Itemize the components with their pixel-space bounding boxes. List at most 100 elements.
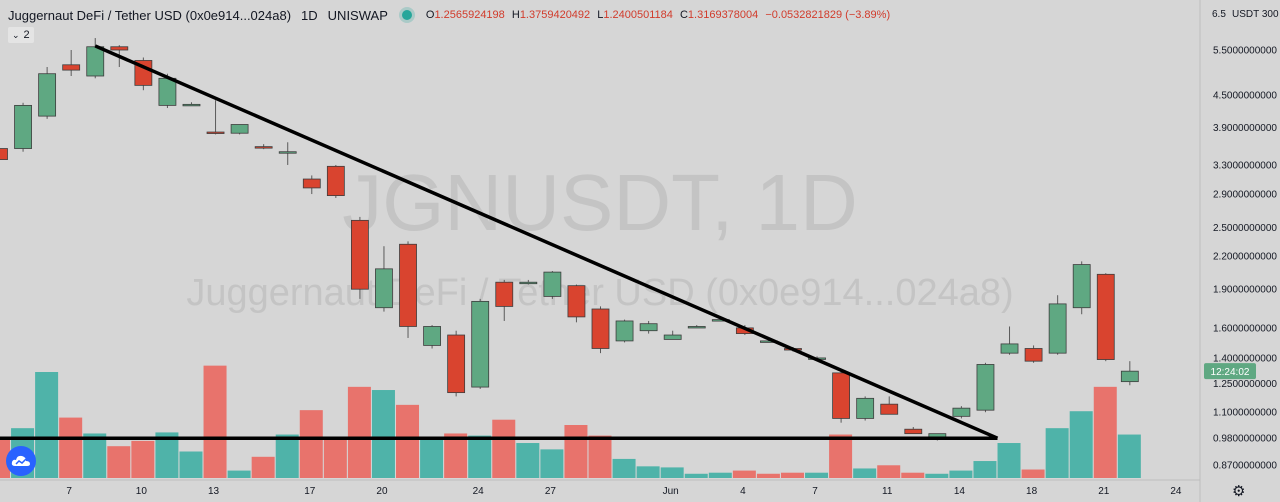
volume-bar: [131, 440, 155, 478]
candle: [423, 325, 441, 349]
price-tick-label: 1.4000000000: [1213, 353, 1277, 364]
candle-body: [904, 428, 923, 435]
candle-body: [278, 151, 297, 154]
current-price-timer: 12:24:02: [1211, 367, 1250, 378]
candle: [254, 144, 273, 150]
ohlc-readout: O1.2565924198 H1.3759420492 L1.240050118…: [425, 9, 891, 21]
tradingview-cloud-icon[interactable]: [6, 446, 36, 476]
candle: [471, 298, 490, 389]
candle-body: [1072, 264, 1091, 309]
candle: [1096, 273, 1115, 362]
volume-bar: [564, 425, 588, 478]
candle: [687, 325, 706, 329]
candle-body: [375, 268, 393, 309]
volume-bar: [492, 419, 516, 478]
candle-body: [423, 326, 441, 346]
candle: [639, 320, 658, 334]
volume-bar: [1069, 411, 1093, 478]
candle: [447, 330, 466, 397]
candle: [399, 241, 417, 338]
candle: [206, 100, 225, 135]
candle: [832, 371, 850, 423]
time-tick-label: 7: [66, 486, 72, 497]
volume-bar: [420, 437, 444, 478]
candle: [615, 319, 634, 343]
volume-bar: [612, 458, 636, 478]
candle-body: [856, 397, 875, 419]
candle-body: [14, 104, 32, 149]
candle-body: [62, 64, 81, 71]
volume-bar: [107, 446, 131, 478]
volume-bar: [0, 438, 10, 478]
volume-bar: [588, 435, 612, 478]
candle: [952, 406, 971, 419]
candle-body: [1048, 303, 1067, 354]
price-tick-label: 2.2000000000: [1213, 252, 1277, 263]
high-value: 1.3759420492: [519, 9, 591, 21]
time-tick-label: 20: [376, 486, 388, 497]
timeframe-label[interactable]: 1D: [301, 7, 318, 23]
candle-body: [447, 334, 466, 394]
candle-body: [663, 334, 682, 340]
candle: [663, 330, 682, 340]
candle-body: [687, 326, 706, 329]
candle: [38, 66, 57, 119]
watermark-ticker: JGNUSDT, 1D: [342, 158, 858, 247]
price-tick-label: 5.5000000000: [1213, 46, 1277, 57]
candle: [62, 50, 81, 76]
candle: [302, 175, 321, 195]
volume-bar: [35, 372, 59, 478]
volume-bar: [732, 470, 756, 478]
volume-bar: [636, 466, 660, 478]
volume-bar: [853, 468, 877, 478]
time-tick-label: 27: [545, 486, 557, 497]
time-tick-label: 11: [882, 486, 893, 497]
chevron-down-icon: ⌄: [12, 29, 20, 40]
candle: [567, 284, 586, 323]
candle: [976, 362, 995, 413]
volume-bar: [83, 433, 107, 478]
candle: [1000, 326, 1019, 355]
symbol-title[interactable]: Juggernaut DeFi / Tether USD (0x0e914...…: [8, 7, 292, 23]
gear-icon[interactable]: ⚙: [1232, 483, 1246, 500]
candle-body: [832, 372, 850, 419]
indicators-toggle[interactable]: ⌄ 2: [8, 27, 34, 43]
candle-body: [302, 178, 321, 189]
candle-body: [543, 271, 562, 297]
time-tick-label: Jun: [663, 486, 679, 497]
low-value: 1.2400501184: [603, 9, 673, 21]
candle-body: [86, 46, 105, 77]
volume-bar: [203, 365, 227, 478]
time-tick-label: 14: [954, 486, 966, 497]
volume-bar: [299, 410, 323, 478]
volume-bar: [877, 465, 901, 478]
candle-body: [639, 323, 658, 332]
volume-bar: [468, 435, 492, 478]
volume-bar: [59, 417, 83, 478]
currency-label: USDT 300: [1232, 9, 1279, 20]
volume-bar: [1093, 386, 1117, 478]
volume-bar: [901, 472, 925, 478]
candle-body: [0, 148, 8, 160]
candle: [904, 427, 923, 435]
candle-body: [591, 308, 610, 349]
candle: [1120, 361, 1139, 386]
volume-bar: [540, 449, 564, 478]
price-tick-label: 1.1000000000: [1213, 408, 1277, 419]
candle-body: [158, 77, 177, 106]
candle-body: [1096, 273, 1115, 360]
candle: [158, 73, 177, 109]
price-tick-label: 4.5000000000: [1213, 91, 1277, 102]
candle: [1024, 345, 1043, 363]
current-price-tag: [1204, 363, 1256, 380]
candle-body: [952, 407, 971, 417]
volume-bar: [997, 443, 1021, 478]
candle-body: [495, 281, 514, 307]
descending-trendline: [94, 44, 999, 440]
candle: [519, 279, 538, 285]
candle: [1048, 295, 1067, 355]
price-tick-label: 2.9000000000: [1213, 190, 1277, 201]
candle: [86, 38, 105, 79]
candle: [495, 279, 514, 321]
